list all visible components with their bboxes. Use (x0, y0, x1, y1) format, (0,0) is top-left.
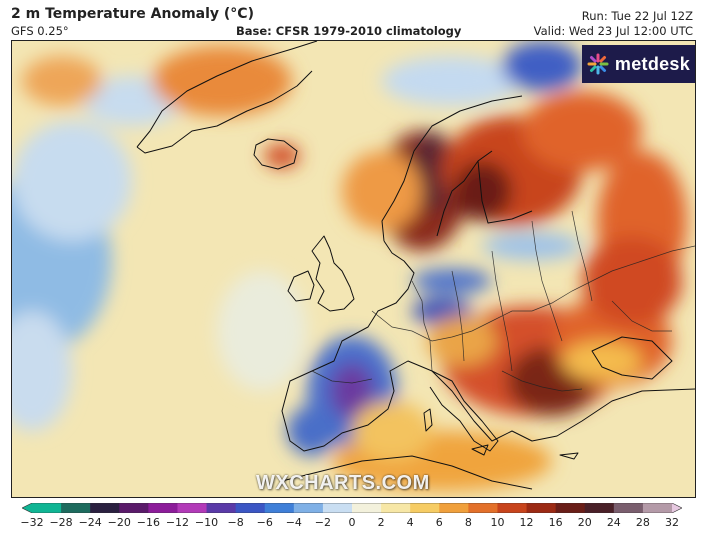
chart-title: 2 m Temperature Anomaly (°C) (11, 6, 254, 22)
colorbar-tick-label: 8 (464, 516, 472, 529)
colorbar-tick-label: 6 (435, 516, 443, 529)
anomaly-field (12, 41, 687, 491)
colorbar-segment (119, 503, 149, 513)
base-label: Base: CFSR 1979-2010 climatology (236, 24, 462, 38)
colorbar-tick-label: 0 (348, 516, 356, 529)
colorbar-arrow-left (22, 503, 32, 513)
colorbar-ticks: −32 −28 −24 −20 −16 −12 −10 −8 −6 −4 −2 0 2 4 6 8 10 12 16… (20, 516, 682, 532)
metdesk-logo-text: metdesk (614, 53, 691, 74)
run-label: Run: Tue 22 Jul 12Z (581, 9, 693, 23)
colorbar-tick-label: −16 (136, 516, 160, 529)
colorbar-segment (61, 503, 91, 513)
colorbar-tick-label: −2 (314, 516, 332, 529)
colorbar-segment (410, 503, 440, 513)
colorbar-tick-label: 20 (577, 516, 592, 529)
colorbar-segment (497, 503, 528, 513)
colorbar-segment (293, 503, 324, 513)
colorbar-segment (642, 503, 673, 513)
colorbar-segment (613, 503, 644, 513)
colorbar-tick-label: −10 (194, 516, 219, 529)
metdesk-logo: metdesk (582, 45, 695, 83)
colorbar-segment (526, 503, 557, 513)
colorbar-segment (90, 503, 120, 513)
colorbar-arrow-right (672, 503, 682, 513)
colorbar-tick-label: 12 (519, 516, 534, 529)
colorbar-tick-label: 4 (406, 516, 414, 529)
model-label: GFS 0.25° (11, 24, 69, 38)
colorbar-tick-label: 16 (548, 516, 563, 529)
colorbar-tick-label: −6 (256, 516, 273, 529)
colorbar-segment (468, 503, 499, 513)
colorbar-tick-label: 28 (635, 516, 650, 529)
coastlines (136, 41, 695, 490)
colorbar-segment (264, 503, 295, 513)
colorbar-segment (177, 503, 208, 513)
colorbar (22, 503, 682, 513)
colorbar-tick-label: −32 (20, 516, 44, 529)
colorbar-segment (555, 503, 586, 513)
colorbar-segment (439, 503, 469, 513)
colorbar-segment (32, 503, 62, 513)
colorbar-segment (148, 503, 179, 513)
colorbar-tick-label: −4 (285, 516, 302, 529)
colorbar-tick-label: 10 (490, 516, 505, 529)
map-canvas (12, 41, 695, 497)
colorbar-tick-label: −28 (49, 516, 73, 529)
colorbar-tick-label: −24 (78, 516, 102, 529)
colorbar-tick-label: 24 (606, 516, 621, 529)
colorbar-tick-label: 2 (377, 516, 385, 529)
colorbar-tick-label: −20 (107, 516, 131, 529)
colorbar-segment (322, 503, 353, 513)
colorbar-segment (584, 503, 615, 513)
colorbar-tick-label: 32 (665, 516, 679, 529)
anomaly-map: metdesk WXCHARTS.COM (11, 40, 696, 498)
colorbar-tick-label: −8 (227, 516, 244, 529)
colorbar-segment (235, 503, 266, 513)
colorbar-segment (381, 503, 411, 513)
valid-label: Valid: Wed 23 Jul 12:00 UTC (533, 24, 693, 38)
metdesk-star-icon (587, 53, 609, 75)
colorbar-tick-label: −12 (165, 516, 190, 529)
colorbar-segment (206, 503, 237, 513)
watermark: WXCHARTS.COM (256, 472, 430, 494)
colorbar-segment (352, 503, 382, 513)
country-borders (311, 210, 695, 392)
